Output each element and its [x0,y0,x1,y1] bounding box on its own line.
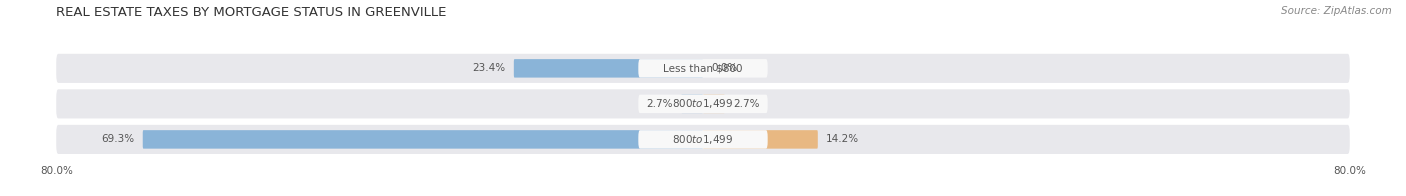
Text: $800 to $1,499: $800 to $1,499 [672,97,734,110]
FancyBboxPatch shape [143,130,703,149]
Text: 2.7%: 2.7% [733,99,759,109]
Text: REAL ESTATE TAXES BY MORTGAGE STATUS IN GREENVILLE: REAL ESTATE TAXES BY MORTGAGE STATUS IN … [56,6,447,19]
Text: Less than $800: Less than $800 [664,63,742,73]
Text: 0.0%: 0.0% [711,63,737,73]
FancyBboxPatch shape [681,95,703,113]
FancyBboxPatch shape [703,95,725,113]
Text: 69.3%: 69.3% [101,134,135,144]
FancyBboxPatch shape [56,54,1350,83]
Text: $800 to $1,499: $800 to $1,499 [672,133,734,146]
Text: 23.4%: 23.4% [472,63,506,73]
FancyBboxPatch shape [638,59,768,78]
FancyBboxPatch shape [513,59,703,78]
FancyBboxPatch shape [56,89,1350,118]
Text: Source: ZipAtlas.com: Source: ZipAtlas.com [1281,6,1392,16]
FancyBboxPatch shape [703,130,818,149]
Text: 14.2%: 14.2% [825,134,859,144]
FancyBboxPatch shape [638,95,768,113]
FancyBboxPatch shape [638,130,768,149]
FancyBboxPatch shape [56,125,1350,154]
Text: 2.7%: 2.7% [647,99,673,109]
